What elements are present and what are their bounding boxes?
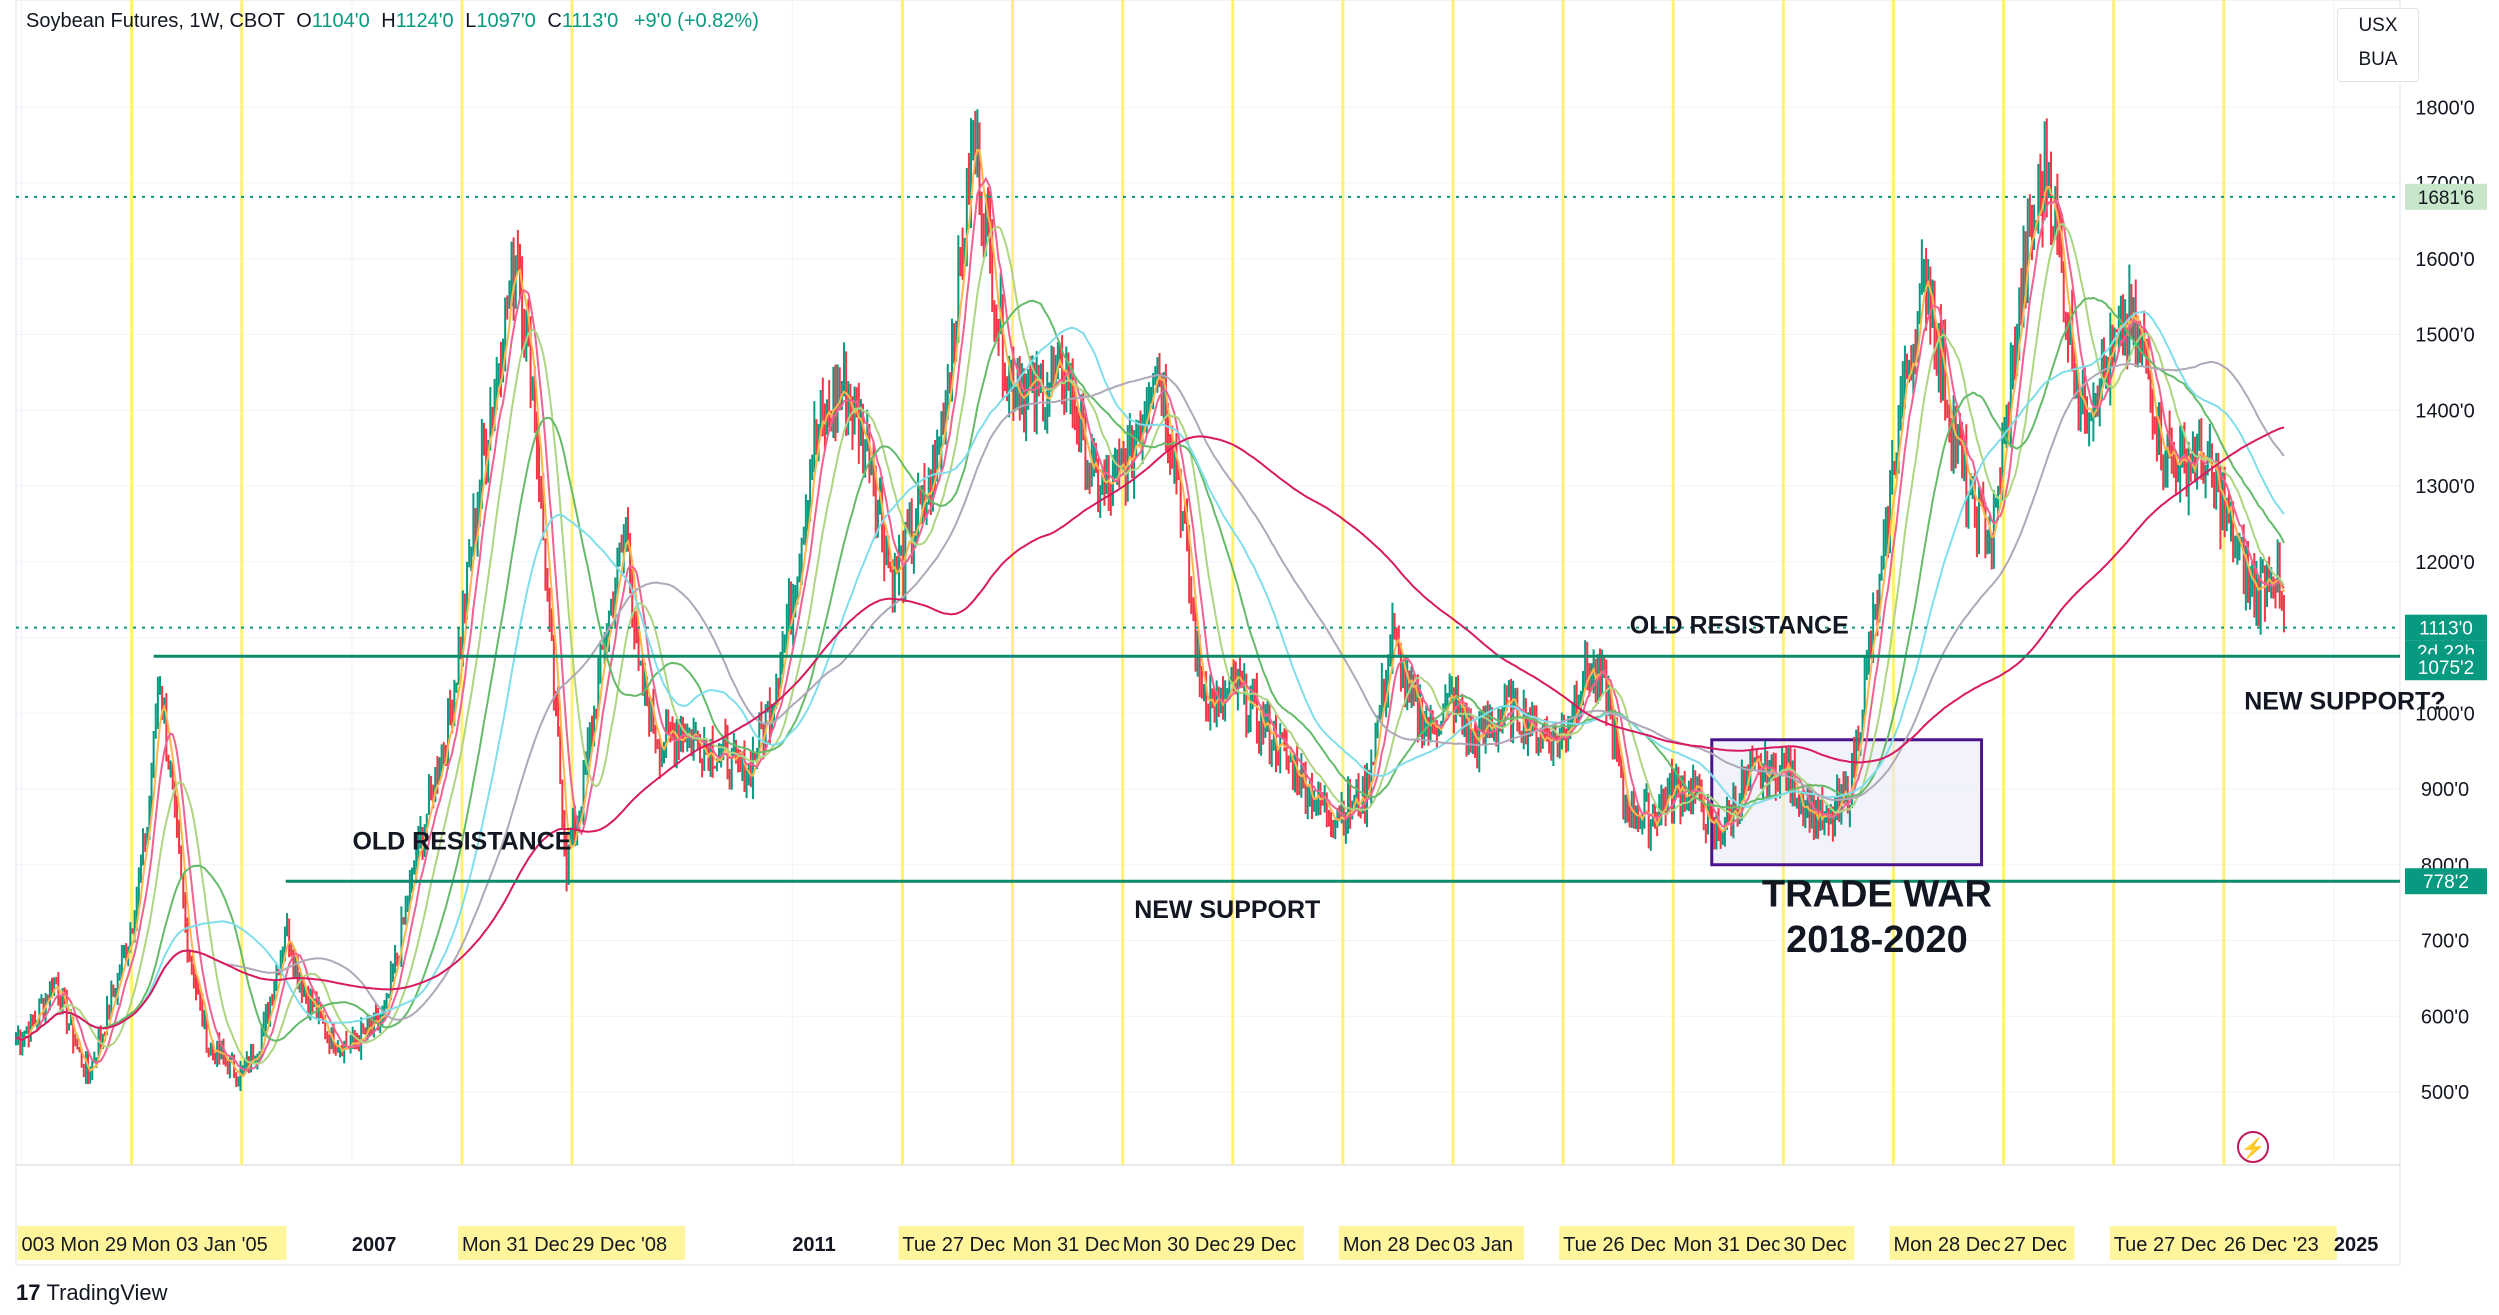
x-tick-label: Mon 31 Dec: [1013, 1234, 1121, 1256]
x-tick-highlight: [2219, 1226, 2337, 1260]
moving-average-40: [15, 296, 2285, 1042]
x-tick-highlight: [1779, 1226, 1855, 1260]
annotation-label: NEW SUPPORT: [1134, 896, 1320, 924]
x-tick-label: Mon 31 Dec '18: [1673, 1234, 1812, 1256]
open-value: 1104'0: [311, 10, 370, 32]
x-tick-label: Mon 30 Dec '13: [1123, 1234, 1262, 1256]
currency-unit: USX: [2358, 15, 2398, 36]
symbol-name: Soybean Futures, 1W, CBOT: [26, 10, 285, 32]
moving-average-200: [15, 426, 2285, 1041]
low-label: L: [465, 10, 477, 32]
x-tick-highlight: [1449, 1226, 1525, 1260]
y-tick-label: 500'0: [2421, 1082, 2469, 1104]
price-tag-support-bg: [2405, 868, 2487, 895]
price-tag-resistance: 1075'2: [2418, 658, 2474, 679]
price-tag-resistance-bg: [2405, 654, 2487, 681]
y-tick-label: 1200'0: [2415, 552, 2474, 574]
x-tick-label: 29 Dec: [1233, 1234, 1296, 1256]
y-tick-label: 1300'0: [2415, 476, 2474, 498]
y-tick-label: 1000'0: [2415, 703, 2474, 725]
price-tag-last-bg: [2405, 614, 2487, 641]
x-tick-label: Tue 27 Dec: [902, 1234, 1005, 1256]
x-tick-label: Tue 27 Dec '22: [2114, 1234, 2248, 1256]
x-tick-highlight: [1008, 1226, 1126, 1260]
x-tick-highlight: [1999, 1226, 2075, 1260]
low-value: 1097'0: [476, 10, 536, 32]
annotation-label: NEW SUPPORT?: [2244, 687, 2445, 715]
x-tick-label: 27 Dec: [2004, 1234, 2067, 1256]
close-value: 1113'0: [561, 10, 619, 32]
moving-average-5: [15, 148, 2285, 1078]
price-tag-level: 1681'6: [2418, 188, 2474, 209]
plot-frame: [15, 0, 2401, 1266]
close-label: C: [547, 10, 562, 32]
change-value: +9'0 (+0.82%): [633, 10, 759, 32]
currency-selector[interactable]: USX BUA: [2337, 8, 2419, 82]
symbol-header: Soybean Futures, 1W, CBOT O1104'0 H1124'…: [26, 10, 759, 33]
annotation-label: TRADE WAR: [1762, 873, 1992, 915]
x-tick-label: Mon 03 Jan '05: [132, 1234, 268, 1256]
x-tick-label: 30 Dec: [1783, 1234, 1846, 1256]
x-tick-highlight: [1559, 1226, 1677, 1260]
currency-sub: BUA: [2358, 49, 2398, 70]
x-tick-label: Tue 26 Dec: [1563, 1234, 1666, 1256]
x-tick-label: Mon 28 Dec '20: [1893, 1234, 2032, 1256]
annotation-label: 2018-2020: [1786, 919, 1968, 961]
y-tick-label: 700'0: [2421, 931, 2469, 953]
annotation-label: OLD RESISTANCE: [352, 828, 571, 856]
y-tick-label: 900'0: [2421, 779, 2469, 801]
moving-average-60: [15, 310, 2285, 1041]
tradingview-mark-icon: 17: [16, 1280, 41, 1305]
annotation-label: OLD RESISTANCE: [1630, 612, 1849, 640]
x-tick-highlight: [568, 1226, 686, 1260]
x-tick-highlight: [127, 1226, 287, 1260]
x-tick-highlight: [898, 1226, 1016, 1260]
price-tag-last: 1113'0: [2419, 619, 2473, 640]
x-tick-label: Mon 28 Dec '15: [1343, 1234, 1482, 1256]
moving-average-20: [15, 222, 2285, 1065]
x-tick-label: Mon 31 Dec '07: [462, 1234, 601, 1256]
high-value: 1124'0: [395, 10, 454, 32]
price-tag-level-bg: [2405, 183, 2487, 210]
high-label: H: [381, 10, 396, 32]
x-tick-label: 2011: [792, 1234, 835, 1256]
moving-average-100: [15, 360, 2285, 1041]
y-tick-label: 600'0: [2421, 1006, 2469, 1028]
tradingview-name: TradingView: [46, 1280, 168, 1305]
y-tick-label: 1600'0: [2415, 249, 2474, 271]
tradingview-logo[interactable]: 17 TradingView: [16, 1280, 168, 1306]
x-tick-label: 03 Jan: [1453, 1234, 1513, 1256]
x-tick-highlight: [1228, 1226, 1304, 1260]
x-tick-label: 26 Dec '23: [2224, 1234, 2319, 1256]
moving-average-10: [15, 176, 2285, 1072]
price-tag-support: 778'2: [2423, 872, 2469, 893]
x-tick-label: 29 Dec '08: [572, 1234, 667, 1256]
lightning-icon[interactable]: ⚡: [2237, 1131, 2269, 1163]
open-label: O: [296, 10, 312, 32]
y-tick-label: 1400'0: [2415, 400, 2474, 422]
y-tick-label: 1800'0: [2415, 97, 2474, 119]
x-tick-label: 2007: [352, 1234, 397, 1256]
x-tick-label: 2025: [2334, 1234, 2379, 1256]
y-tick-label: 1500'0: [2415, 325, 2474, 347]
